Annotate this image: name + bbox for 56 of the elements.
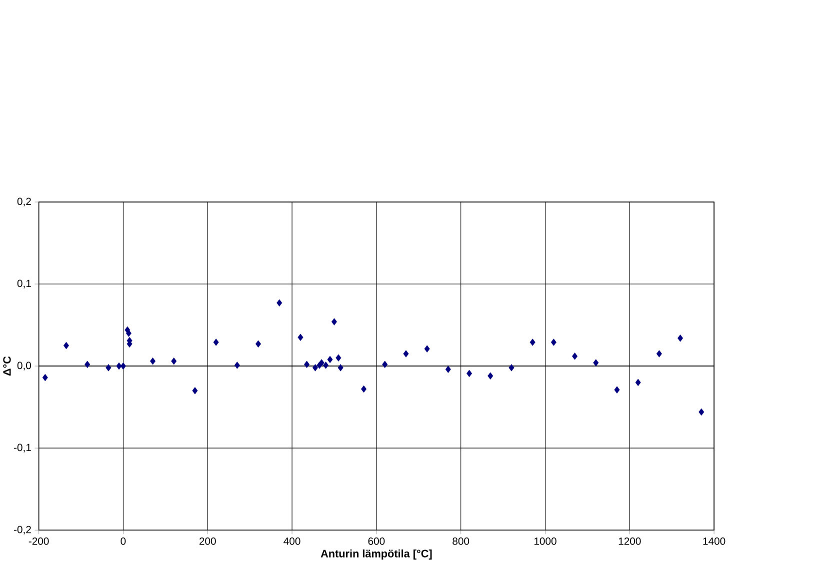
point	[276, 299, 282, 307]
point	[150, 358, 156, 365]
point	[656, 350, 662, 358]
y-tick-label: -0,2	[14, 526, 31, 535]
x-tick-label: 1200	[618, 538, 641, 545]
x-axis-title: Anturin lämpötila [°C]	[320, 550, 432, 560]
point	[361, 386, 367, 393]
point	[116, 362, 122, 370]
point	[445, 366, 451, 374]
point	[256, 340, 262, 348]
point	[298, 334, 304, 342]
point	[466, 370, 472, 378]
point	[698, 408, 704, 416]
point	[84, 360, 90, 368]
point	[304, 360, 310, 368]
point	[318, 359, 324, 367]
point	[530, 338, 536, 346]
y-tick-label: 0,0	[17, 362, 32, 370]
x-tick-label: 0	[120, 538, 126, 545]
x-tick-label: 400	[284, 538, 300, 545]
x-tick-label: 800	[452, 538, 470, 545]
point	[550, 338, 556, 346]
point	[488, 372, 494, 380]
y-tick-label: -0,1	[14, 444, 31, 453]
y-tick-label: 0,2	[17, 198, 31, 206]
point	[331, 318, 337, 326]
y-axis-title: Δ°C	[3, 356, 11, 376]
point	[424, 345, 430, 353]
x-tick-label: 200	[199, 538, 216, 545]
point	[614, 386, 620, 394]
point	[312, 364, 318, 372]
point	[382, 360, 388, 368]
point	[572, 352, 578, 360]
point	[171, 358, 177, 365]
point	[327, 356, 333, 364]
point	[336, 354, 342, 362]
point	[42, 374, 48, 382]
x-tick-label: -200	[28, 538, 49, 545]
point	[678, 334, 684, 342]
point	[126, 330, 132, 337]
x-tick-label: 600	[368, 538, 385, 545]
point	[192, 387, 198, 394]
point	[234, 362, 240, 369]
point	[63, 342, 69, 350]
y-tick-label: 0,1	[17, 280, 31, 288]
x-tick-label: 1400	[703, 538, 726, 545]
point	[213, 338, 219, 346]
point	[120, 362, 126, 370]
point	[635, 379, 641, 386]
point	[338, 364, 344, 372]
point	[106, 364, 112, 372]
point	[593, 359, 599, 367]
point	[508, 364, 514, 372]
x-tick-label: 1000	[534, 538, 556, 545]
point	[403, 350, 409, 358]
point	[323, 362, 329, 369]
